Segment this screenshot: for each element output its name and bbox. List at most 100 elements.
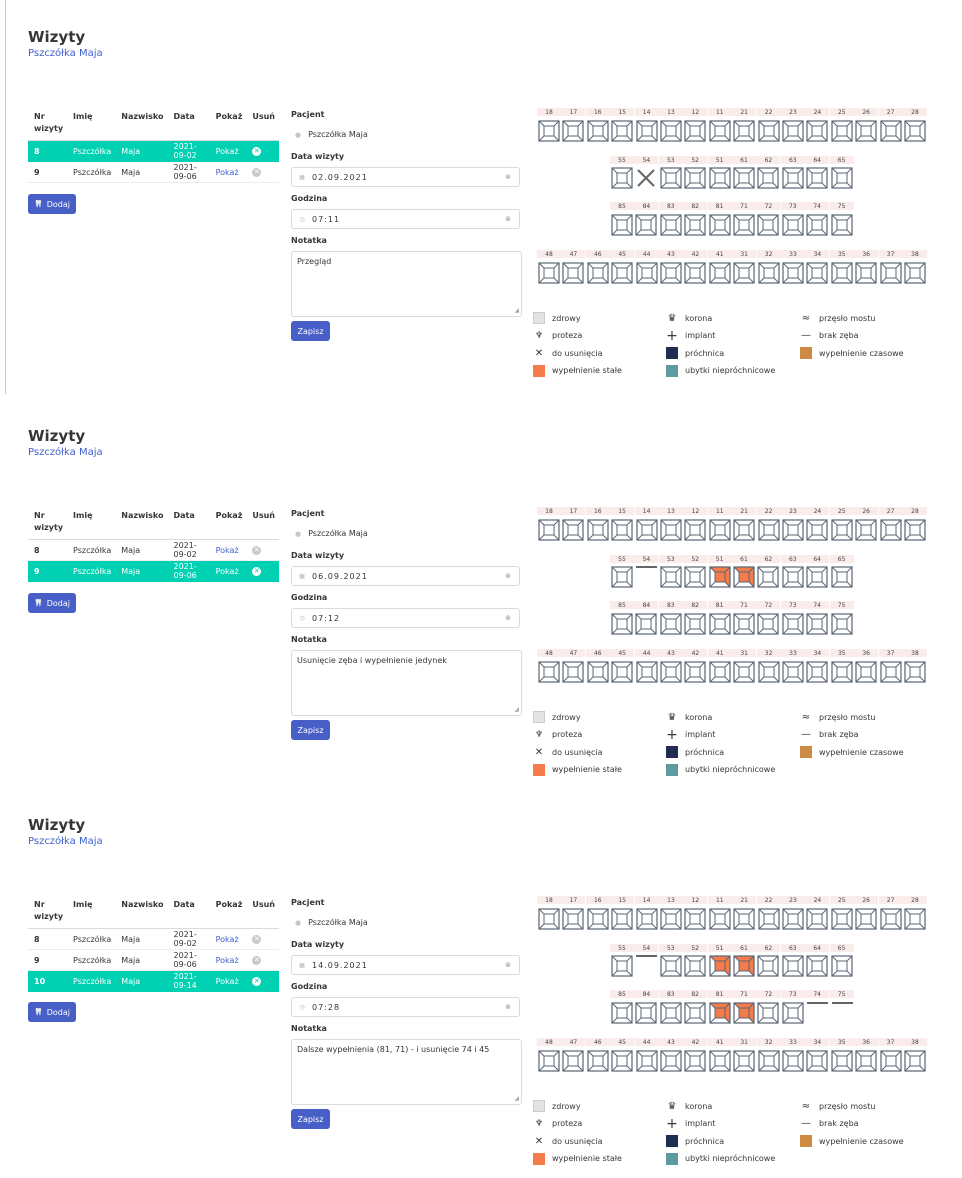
resize-handle-icon[interactable]: ◢ xyxy=(514,706,519,713)
table-row[interactable]: 9 Pszczółka Maja 2021-09-06 Pokaż ✕ xyxy=(28,161,279,183)
tooth-42[interactable] xyxy=(684,661,706,683)
tooth-37[interactable] xyxy=(879,661,902,683)
tooth-52[interactable] xyxy=(684,955,706,977)
patient-link[interactable]: Pszczółka Maja xyxy=(28,836,103,847)
tooth-12[interactable] xyxy=(684,120,706,142)
add-visit-button[interactable]: 🦷 Dodaj xyxy=(28,194,76,214)
tooth-31[interactable] xyxy=(733,262,755,284)
tooth-24[interactable] xyxy=(806,908,828,930)
tooth-43[interactable] xyxy=(660,1050,682,1072)
tooth-47[interactable] xyxy=(562,661,584,683)
tooth-48[interactable] xyxy=(538,661,560,683)
show-link[interactable]: Pokaż xyxy=(215,566,239,576)
tooth-33[interactable] xyxy=(782,262,804,284)
tooth-45[interactable] xyxy=(611,661,633,683)
tooth-28[interactable] xyxy=(904,120,926,142)
tooth-64[interactable] xyxy=(806,566,828,588)
table-row[interactable]: 10 Pszczółka Maja 2021-09-14 Pokaż ✕ xyxy=(28,970,279,992)
tooth-26[interactable] xyxy=(855,908,877,930)
show-link[interactable]: Pokaż xyxy=(215,146,239,156)
tooth-22[interactable] xyxy=(757,120,780,142)
tooth-48[interactable] xyxy=(538,1050,560,1072)
tooth-81[interactable] xyxy=(708,613,731,635)
tooth-61[interactable] xyxy=(733,566,755,588)
tooth-31[interactable] xyxy=(733,661,755,683)
clear-time-icon[interactable]: ⊗ xyxy=(505,1003,511,1011)
tooth-52[interactable] xyxy=(684,566,706,588)
tooth-84[interactable] xyxy=(635,1002,657,1024)
tooth-24[interactable] xyxy=(806,519,828,541)
tooth-84[interactable] xyxy=(635,613,657,635)
tooth-44[interactable] xyxy=(635,1050,658,1072)
tooth-34[interactable] xyxy=(806,661,828,683)
tooth-13[interactable] xyxy=(660,120,682,142)
tooth-85[interactable] xyxy=(611,214,633,236)
tooth-55[interactable] xyxy=(611,955,633,977)
resize-handle-icon[interactable]: ◢ xyxy=(514,307,519,314)
tooth-15[interactable] xyxy=(611,519,633,541)
tooth-72[interactable] xyxy=(757,1002,779,1024)
tooth-51[interactable] xyxy=(708,167,731,189)
clear-date-icon[interactable]: ⊗ xyxy=(505,173,511,181)
tooth-38[interactable] xyxy=(904,262,926,284)
tooth-13[interactable] xyxy=(660,519,682,541)
tooth-51[interactable] xyxy=(708,955,731,977)
tooth-35[interactable] xyxy=(831,262,853,284)
tooth-25[interactable] xyxy=(831,120,853,142)
time-input[interactable]: ◷ 07:28 ⊗ xyxy=(291,997,520,1017)
clear-time-icon[interactable]: ⊗ xyxy=(505,215,511,223)
delete-icon[interactable]: ✕ xyxy=(252,168,262,177)
tooth-48[interactable] xyxy=(538,262,560,284)
add-visit-button[interactable]: 🦷 Dodaj xyxy=(28,593,76,613)
tooth-63[interactable] xyxy=(782,566,804,588)
tooth-12[interactable] xyxy=(684,908,706,930)
tooth-14[interactable] xyxy=(635,120,658,142)
tooth-21[interactable] xyxy=(733,120,755,142)
tooth-28[interactable] xyxy=(904,908,926,930)
tooth-21[interactable] xyxy=(733,519,755,541)
tooth-54[interactable] xyxy=(635,167,657,189)
tooth-36[interactable] xyxy=(855,262,877,284)
note-textarea[interactable]: Dalsze wypełnienia (81, 71) - i usunięci… xyxy=(291,1039,522,1105)
tooth-32[interactable] xyxy=(757,1050,780,1072)
tooth-33[interactable] xyxy=(782,1050,804,1072)
delete-icon[interactable]: ✕ xyxy=(252,147,262,156)
tooth-82[interactable] xyxy=(684,1002,706,1024)
time-input[interactable]: ◷ 07:11 ⊗ xyxy=(291,209,520,229)
tooth-51[interactable] xyxy=(708,566,731,588)
patient-link[interactable]: Pszczółka Maja xyxy=(28,447,103,458)
tooth-64[interactable] xyxy=(806,167,828,189)
tooth-24[interactable] xyxy=(806,120,828,142)
tooth-32[interactable] xyxy=(757,661,780,683)
delete-icon[interactable]: ✕ xyxy=(252,935,262,944)
tooth-53[interactable] xyxy=(660,566,682,588)
show-link[interactable]: Pokaż xyxy=(215,167,239,177)
tooth-55[interactable] xyxy=(611,566,633,588)
tooth-37[interactable] xyxy=(879,262,902,284)
tooth-16[interactable] xyxy=(587,519,609,541)
table-row[interactable]: 8 Pszczółka Maja 2021-09-02 Pokaż ✕ xyxy=(28,140,279,162)
table-row[interactable]: 8 Pszczółka Maja 2021-09-02 Pokaż ✕ xyxy=(28,539,279,561)
time-input[interactable]: ◷ 07:12 ⊗ xyxy=(291,608,520,628)
tooth-35[interactable] xyxy=(831,1050,853,1072)
tooth-23[interactable] xyxy=(782,908,804,930)
tooth-16[interactable] xyxy=(587,908,609,930)
tooth-81[interactable] xyxy=(708,214,731,236)
tooth-41[interactable] xyxy=(709,262,731,284)
tooth-23[interactable] xyxy=(782,120,804,142)
tooth-74[interactable] xyxy=(806,214,828,236)
tooth-22[interactable] xyxy=(757,519,780,541)
show-link[interactable]: Pokaż xyxy=(215,955,239,965)
delete-icon[interactable]: ✕ xyxy=(252,567,262,576)
tooth-21[interactable] xyxy=(733,908,755,930)
tooth-27[interactable] xyxy=(879,120,902,142)
tooth-26[interactable] xyxy=(855,120,877,142)
tooth-74[interactable] xyxy=(806,1001,830,1024)
tooth-41[interactable] xyxy=(709,1050,731,1072)
tooth-37[interactable] xyxy=(879,1050,902,1072)
tooth-44[interactable] xyxy=(635,661,658,683)
tooth-63[interactable] xyxy=(782,167,804,189)
patient-link[interactable]: Pszczółka Maja xyxy=(28,48,103,59)
tooth-55[interactable] xyxy=(611,167,633,189)
tooth-41[interactable] xyxy=(709,661,731,683)
